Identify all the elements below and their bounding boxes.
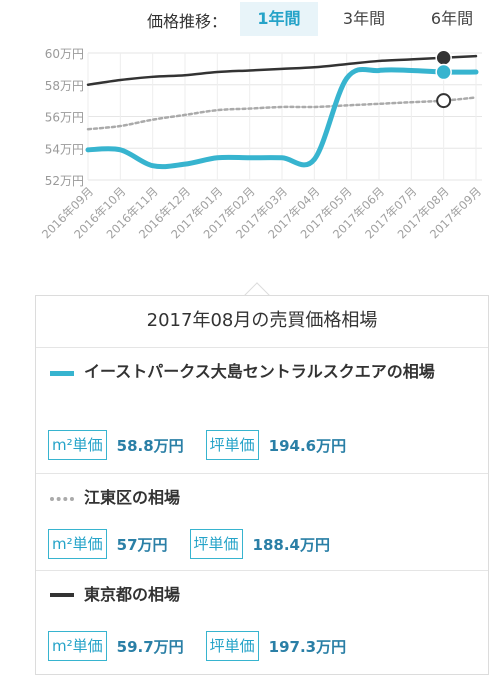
- sqm-badge: m²単価: [48, 529, 107, 559]
- metrics-row: m²単価 57万円 坪単価 188.4万円: [48, 529, 352, 559]
- section-title: イーストパークス大島セントラルスクエアの相場: [84, 362, 435, 381]
- highlight-point-tokyo: [435, 49, 452, 67]
- tsubo-value: 194.6万円: [268, 436, 347, 455]
- series-line-koto: [86, 96, 478, 131]
- tsubo-value: 197.3万円: [268, 637, 347, 656]
- legend-line-building: [50, 371, 74, 376]
- metrics-row: m²単価 58.8万円 坪単価 194.6万円: [48, 430, 368, 460]
- y-tick-label: 52万円: [45, 174, 84, 188]
- price-chart: 52万円54万円56万円58万円60万円2016年09月2016年10月2016…: [39, 47, 484, 241]
- y-tick-label: 56万円: [45, 111, 84, 125]
- sqm-value: 59.7万円: [116, 637, 184, 656]
- series-line-building: [85, 66, 479, 170]
- legend-line-tokyo: [50, 593, 74, 597]
- section-title: 東京都の相場: [84, 585, 181, 604]
- section-tokyo: 東京都の相場 m²単価 59.7万円 坪単価 197.3万円: [36, 571, 488, 674]
- tab-3-years[interactable]: 3年間: [342, 9, 386, 28]
- tsubo-badge: 坪単価: [189, 529, 243, 559]
- tab-1-year[interactable]: 1年間: [240, 2, 318, 36]
- metrics-row: m²単価 59.7万円 坪単価 197.3万円: [48, 631, 368, 661]
- highlight-point-building: [435, 63, 452, 81]
- period-tabs: 価格推移： 1年間 3年間 6年間: [0, 0, 500, 40]
- highlight-point-koto: [436, 93, 452, 109]
- sqm-badge: m²単価: [48, 631, 107, 661]
- panel-title: 2017年08月の売買価格相場: [36, 296, 488, 348]
- section-title: 江東区の相場: [84, 488, 181, 507]
- tsubo-badge: 坪単価: [205, 430, 259, 460]
- sqm-value: 58.8万円: [116, 436, 184, 455]
- y-tick-label: 58万円: [45, 79, 84, 93]
- section-koto-ward: 江東区の相場 m²単価 57万円 坪単価 188.4万円: [36, 474, 488, 571]
- legend-line-koto: [50, 497, 74, 501]
- sqm-badge: m²単価: [48, 430, 107, 460]
- price-summary-panel: 2017年08月の売買価格相場 イーストパークス大島セントラルスクエアの相場 m…: [35, 295, 489, 675]
- tsubo-value: 188.4万円: [252, 535, 330, 554]
- y-tick-label: 60万円: [45, 47, 84, 61]
- tab-6-years[interactable]: 6年間: [430, 9, 474, 28]
- period-label: 価格推移：: [147, 12, 228, 31]
- section-building: イーストパークス大島セントラルスクエアの相場 m²単価 58.8万円 坪単価 1…: [36, 348, 488, 474]
- tsubo-badge: 坪単価: [205, 631, 259, 661]
- series-line-tokyo: [86, 54, 478, 86]
- sqm-value: 57万円: [116, 535, 168, 554]
- y-tick-label: 54万円: [45, 142, 84, 156]
